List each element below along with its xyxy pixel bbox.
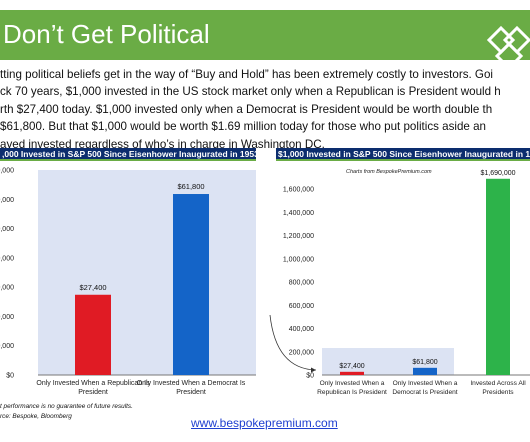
- y-tick-label: 1,200,000: [283, 233, 314, 240]
- disclaimer-note: t performance is no guarantee of future …: [0, 403, 133, 410]
- intro-line: ck 70 years, $1,000 invested in the US s…: [0, 85, 501, 99]
- y-tick-label: 200,000: [289, 349, 314, 356]
- x-tick-label: Only Invested When a Democrat Is: [137, 380, 246, 387]
- y-tick-label: 0,000: [0, 226, 14, 233]
- left-chart-title: ,000 Invested in S&P 500 Since Eisenhowe…: [0, 148, 256, 161]
- y-tick-label: $0: [6, 373, 14, 380]
- y-tick-label: 0,000: [0, 168, 14, 175]
- arrow-head-icon: [311, 367, 316, 373]
- intro-line: ayed invested regardless of who’s in cha…: [0, 137, 325, 151]
- page-title: Don’t Get Political: [3, 19, 210, 49]
- y-tick-label: 400,000: [289, 326, 314, 333]
- x-tick-label: Only Invested When a: [393, 380, 458, 387]
- x-tick-label: President: [176, 389, 206, 396]
- plot-area: [38, 170, 256, 375]
- bar: [340, 371, 364, 375]
- right-chart-title: $1,000 Invested in S&P 500 Since Eisenho…: [276, 148, 530, 161]
- intro-line: $61,800. But that $1,000 would be worth …: [0, 120, 486, 134]
- y-tick-label: 0,000: [0, 197, 14, 204]
- y-tick-label: 1,600,000: [283, 187, 314, 194]
- y-tick-label: 0,000: [0, 343, 14, 350]
- x-tick-label: Republican Is President: [317, 389, 387, 396]
- intro-line: tting political beliefs get in the way o…: [0, 68, 493, 81]
- zoom-arrow: [269, 314, 317, 371]
- data-label: $61,800: [412, 359, 437, 366]
- bar: [486, 178, 510, 375]
- x-tick-label: Only Invested When a Republican Is: [36, 380, 150, 387]
- x-tick-label: President: [78, 389, 108, 396]
- x-tick-label: Only Invested When a: [320, 380, 385, 387]
- header-banner: Don’t Get Political: [0, 10, 530, 70]
- chart-annotation: Charts from BespokePremium.com: [346, 169, 432, 175]
- data-label: $61,800: [177, 182, 204, 191]
- bar: [75, 294, 111, 375]
- website-link[interactable]: www.bespokepremium.com: [191, 416, 338, 430]
- x-tick-label: Presidents: [482, 389, 514, 396]
- y-tick-label: 1,400,000: [283, 210, 314, 217]
- data-label: $27,400: [79, 283, 106, 292]
- intro-line: rth $27,400 today. $1,000 invested only …: [0, 102, 493, 116]
- data-label: $27,400: [339, 363, 364, 370]
- bespoke-logo-icon: [487, 25, 530, 70]
- x-tick-label: Invested Across All: [470, 380, 526, 387]
- intro-paragraph: tting political beliefs get in the way o…: [0, 66, 530, 153]
- y-tick-label: 0,000: [0, 255, 14, 262]
- bar: [413, 367, 437, 375]
- right-bar-chart: $0 200,000 400,000 600,000 800,000 1,000,000 1…: [269, 169, 530, 396]
- bar: [173, 194, 209, 375]
- data-label: $1,690,000: [480, 170, 515, 177]
- y-tick-label: 800,000: [289, 280, 314, 287]
- y-tick-label: $0: [306, 373, 314, 380]
- x-tick-label: Democrat Is President: [392, 389, 457, 396]
- y-tick-label: 0,000: [0, 314, 14, 321]
- y-tick-label: 0,000: [0, 285, 14, 292]
- left-bar-chart: $0 0,000 0,000 0,000 0,000 0,000 0,000 0,000 $27…: [0, 168, 256, 396]
- y-tick-label: 600,000: [289, 303, 314, 310]
- source-note: rce: Bespoke, Bloomberg: [0, 413, 72, 420]
- y-tick-label: 1,000,000: [283, 256, 314, 263]
